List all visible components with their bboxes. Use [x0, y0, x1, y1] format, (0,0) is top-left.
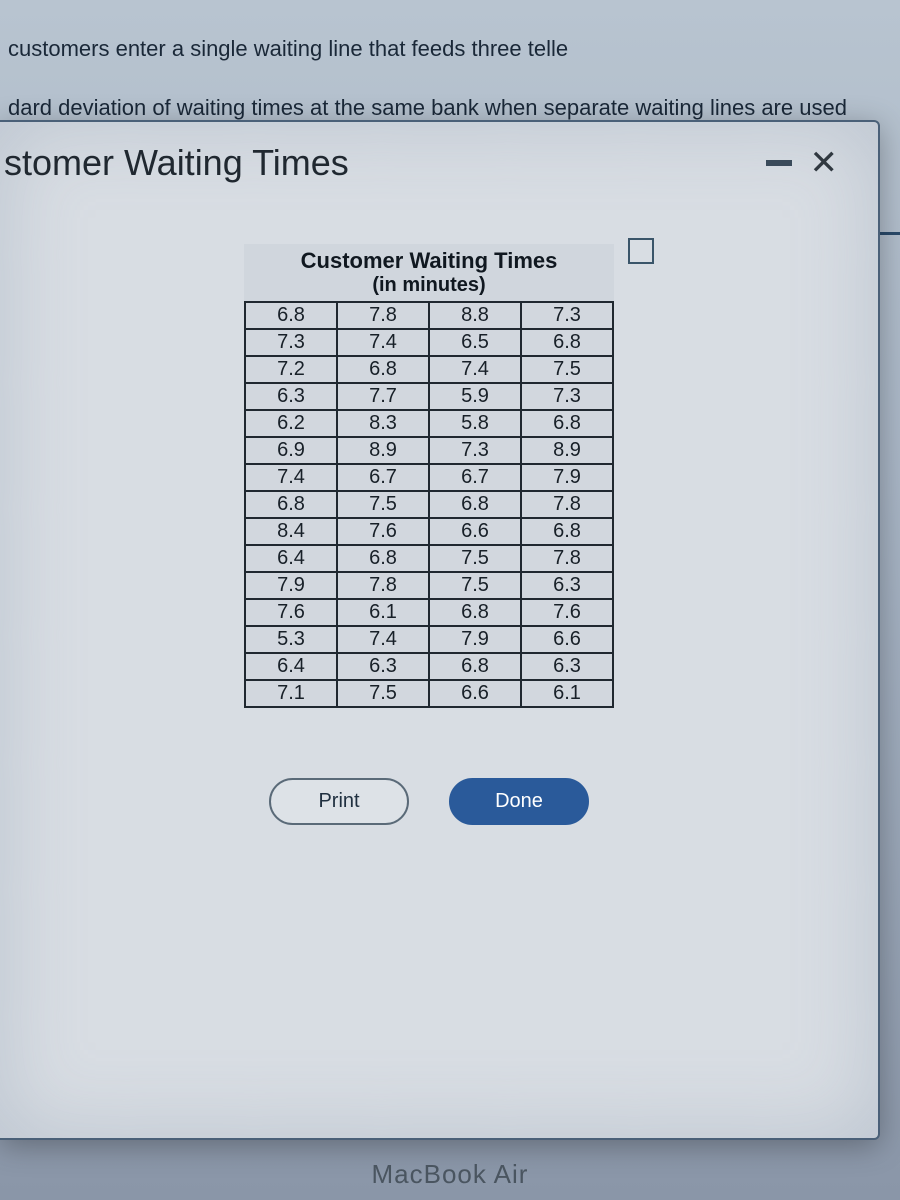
modal-content: Customer Waiting Times (in minutes) 6.87…	[10, 194, 848, 708]
table-cell: 6.8	[429, 599, 521, 626]
table-cell: 7.9	[521, 464, 613, 491]
table-row: 8.47.66.66.8	[245, 518, 613, 545]
table-cell: 8.3	[337, 410, 429, 437]
table-cell: 7.6	[245, 599, 337, 626]
table-cell: 6.4	[245, 545, 337, 572]
table-row: 6.87.56.87.8	[245, 491, 613, 518]
table-title: Customer Waiting Times	[245, 244, 613, 274]
table-cell: 6.8	[429, 653, 521, 680]
table-cell: 7.5	[429, 572, 521, 599]
table-cell: 6.8	[429, 491, 521, 518]
table-cell: 6.8	[521, 410, 613, 437]
table-row: 6.46.36.86.3	[245, 653, 613, 680]
table-cell: 6.8	[337, 356, 429, 383]
table-cell: 6.4	[245, 653, 337, 680]
table-cell: 6.5	[429, 329, 521, 356]
table-row: 7.37.46.56.8	[245, 329, 613, 356]
table-cell: 7.3	[429, 437, 521, 464]
table-cell: 7.8	[337, 302, 429, 329]
bg-line-1: customers enter a single waiting line th…	[8, 34, 892, 64]
table-row: 6.98.97.38.9	[245, 437, 613, 464]
table-row: 7.26.87.47.5	[245, 356, 613, 383]
table-cell: 7.4	[337, 329, 429, 356]
close-icon[interactable]: ✕	[810, 146, 839, 180]
table-cell: 7.3	[521, 302, 613, 329]
table-cell: 8.9	[337, 437, 429, 464]
copy-icon[interactable]	[632, 242, 654, 264]
table-cell: 8.9	[521, 437, 613, 464]
table-cell: 6.7	[429, 464, 521, 491]
table-cell: 6.8	[521, 329, 613, 356]
table-cell: 7.8	[521, 545, 613, 572]
table-cell: 6.6	[521, 626, 613, 653]
modal-window-controls: ✕	[766, 146, 839, 180]
table-cell: 7.9	[245, 572, 337, 599]
table-row: 6.46.87.57.8	[245, 545, 613, 572]
modal-title: stomer Waiting Times	[4, 142, 349, 184]
bg-line-2: dard deviation of waiting times at the s…	[8, 93, 892, 123]
table-cell: 8.8	[429, 302, 521, 329]
table-cell: 7.2	[245, 356, 337, 383]
table-row: 7.46.76.77.9	[245, 464, 613, 491]
print-button[interactable]: Print	[269, 778, 409, 825]
modal-buttons: Print Done	[10, 778, 848, 825]
table-cell: 7.8	[337, 572, 429, 599]
table-body: 6.87.88.87.37.37.46.56.87.26.87.47.56.37…	[245, 302, 613, 707]
table-cell: 6.3	[337, 653, 429, 680]
table-cell: 7.5	[429, 545, 521, 572]
table-cell: 8.4	[245, 518, 337, 545]
table-cell: 6.6	[429, 518, 521, 545]
table-cell: 6.3	[245, 383, 337, 410]
table-cell: 6.2	[245, 410, 337, 437]
table-row: 5.37.47.96.6	[245, 626, 613, 653]
table-cell: 6.7	[337, 464, 429, 491]
table-cell: 7.4	[337, 626, 429, 653]
table-cell: 6.3	[521, 653, 613, 680]
table-cell: 6.8	[521, 518, 613, 545]
waiting-times-modal: stomer Waiting Times ✕ Customer Waiting …	[0, 120, 880, 1140]
table-wrapper: Customer Waiting Times (in minutes) 6.87…	[244, 244, 614, 708]
done-button[interactable]: Done	[449, 778, 589, 825]
table-cell: 7.5	[337, 680, 429, 707]
table-cell: 7.4	[245, 464, 337, 491]
minimize-icon[interactable]	[766, 160, 792, 166]
waiting-times-table: Customer Waiting Times (in minutes) 6.87…	[244, 244, 614, 708]
modal-header: stomer Waiting Times ✕	[10, 142, 848, 194]
table-cell: 7.6	[337, 518, 429, 545]
table-cell: 7.4	[429, 356, 521, 383]
table-cell: 7.3	[245, 329, 337, 356]
table-cell: 7.9	[429, 626, 521, 653]
table-cell: 5.9	[429, 383, 521, 410]
table-cell: 5.3	[245, 626, 337, 653]
device-label: MacBook Air	[0, 1159, 900, 1190]
table-cell: 7.6	[521, 599, 613, 626]
table-row: 7.66.16.87.6	[245, 599, 613, 626]
table-cell: 6.8	[337, 545, 429, 572]
table-row: 7.17.56.66.1	[245, 680, 613, 707]
table-cell: 5.8	[429, 410, 521, 437]
table-row: 6.87.88.87.3	[245, 302, 613, 329]
table-cell: 7.5	[521, 356, 613, 383]
table-cell: 6.8	[245, 491, 337, 518]
table-cell: 6.9	[245, 437, 337, 464]
table-cell: 7.5	[337, 491, 429, 518]
table-cell: 6.1	[337, 599, 429, 626]
table-row: 6.37.75.97.3	[245, 383, 613, 410]
table-subtitle: (in minutes)	[245, 274, 613, 302]
table-row: 7.97.87.56.3	[245, 572, 613, 599]
table-cell: 7.7	[337, 383, 429, 410]
table-row: 6.28.35.86.8	[245, 410, 613, 437]
table-cell: 6.6	[429, 680, 521, 707]
table-cell: 6.1	[521, 680, 613, 707]
table-cell: 7.3	[521, 383, 613, 410]
table-cell: 6.8	[245, 302, 337, 329]
table-cell: 6.3	[521, 572, 613, 599]
table-cell: 7.1	[245, 680, 337, 707]
table-cell: 7.8	[521, 491, 613, 518]
